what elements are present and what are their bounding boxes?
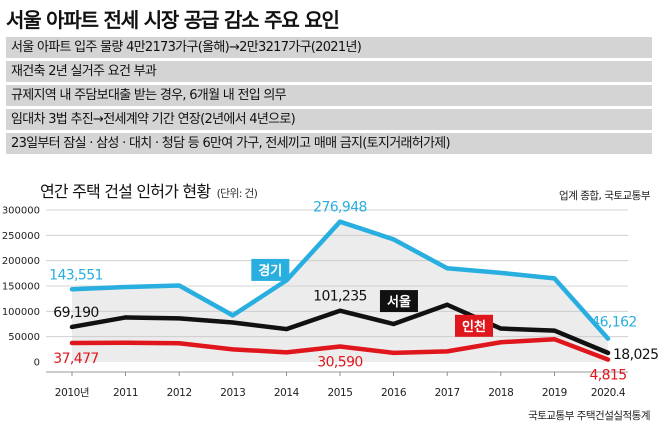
data-point	[498, 326, 503, 331]
factor-5: 23일부터 잠실 · 삼성 · 대치 · 청담 등 6만여 가구, 전세끼고 매…	[6, 133, 652, 154]
data-point	[498, 270, 503, 275]
x-tick-label: 2010년	[55, 387, 89, 399]
y-tick-label: 100000	[2, 307, 40, 318]
data-point	[70, 324, 74, 329]
y-tick-label: 200000	[2, 256, 40, 267]
chart-title: 연간 주택 건설 인허가 현황 (단위: 건)	[40, 178, 258, 202]
data-point	[606, 336, 610, 341]
data-point	[70, 287, 74, 292]
data-point	[391, 322, 396, 326]
data-point	[498, 340, 503, 345]
data-point	[284, 327, 289, 332]
data-label: 37,477	[53, 351, 98, 367]
x-tick-label: 2011	[113, 387, 138, 399]
factor-2: 재건축 2년 실거주 요건 부과	[6, 61, 652, 82]
data-point	[177, 341, 182, 346]
legend-box-1	[379, 290, 418, 313]
headline: 서울 아파트 전세 시장 공급 감소 주요 요인	[6, 8, 340, 32]
legend-label-0: 경기	[258, 263, 282, 279]
data-point	[284, 350, 289, 355]
source-top: 업계 종합, 국토교통부	[559, 190, 650, 202]
data-point	[230, 320, 235, 325]
legend-label-1: 서울	[387, 294, 411, 310]
y-tick-label: 250000	[2, 231, 40, 242]
data-label: 276,948	[313, 200, 367, 216]
x-tick-label: 2020.4	[591, 387, 626, 399]
y-tick-label: 300000	[2, 206, 40, 217]
data-point	[445, 266, 450, 271]
data-point	[123, 315, 128, 320]
data-point	[230, 313, 235, 318]
factor-1: 서울 아파트 입주 물량 4만2173가구(올해)→2만3217가구(2021년…	[6, 37, 652, 58]
chart-unit: (단위: 건)	[216, 187, 258, 200]
data-point	[230, 347, 235, 352]
data-point	[445, 302, 450, 307]
data-point	[606, 350, 610, 355]
factor-3: 규제지역 내 주담보대출 받는 경우, 6개월 내 전입 의무	[6, 85, 652, 106]
data-point	[552, 276, 557, 281]
data-point	[177, 316, 182, 321]
x-tick-label: 2018	[488, 387, 513, 399]
y-tick-label: 50000	[8, 332, 40, 343]
legend-box-0	[251, 258, 290, 281]
data-label: 4,815	[589, 368, 626, 384]
data-point	[445, 349, 450, 354]
source-bottom: 국토교통부 주택건설실적통계	[528, 410, 650, 422]
data-point	[123, 285, 128, 290]
data-label: 69,190	[53, 305, 98, 321]
y-tick-label: 0	[34, 358, 40, 369]
x-tick-label: 2015	[327, 387, 352, 399]
data-point	[338, 344, 342, 349]
data-point	[338, 219, 342, 224]
data-label: 46,162	[591, 315, 636, 331]
data-label: 18,025	[613, 347, 658, 363]
data-point	[606, 357, 610, 362]
y-tick-label: 150000	[2, 282, 40, 293]
data-point	[70, 341, 74, 346]
x-tick-label: 2019	[542, 387, 567, 399]
data-label: 101,235	[313, 289, 367, 305]
x-tick-label: 2012	[167, 387, 192, 399]
legend-box-2	[455, 314, 493, 337]
data-label: 30,590	[317, 355, 362, 371]
data-label: 143,551	[49, 267, 103, 283]
legend-label-2: 인천	[462, 319, 486, 335]
x-tick-label: 2014	[274, 387, 300, 399]
x-tick-label: 2013	[220, 387, 245, 399]
chart-title-text: 연간 주택 건설 인허가 현황	[40, 182, 211, 201]
data-point	[123, 340, 128, 345]
x-tick-label: 2017	[435, 387, 460, 399]
data-point	[552, 328, 557, 333]
factor-4: 임대차 3법 추진→전세계약 기간 연장(2년에서 4년으로)	[6, 109, 652, 130]
data-point	[391, 237, 396, 242]
x-tick-label: 2016	[381, 387, 407, 399]
data-point	[338, 308, 342, 313]
data-point	[177, 283, 182, 288]
data-point	[552, 337, 557, 342]
data-point	[391, 350, 396, 355]
